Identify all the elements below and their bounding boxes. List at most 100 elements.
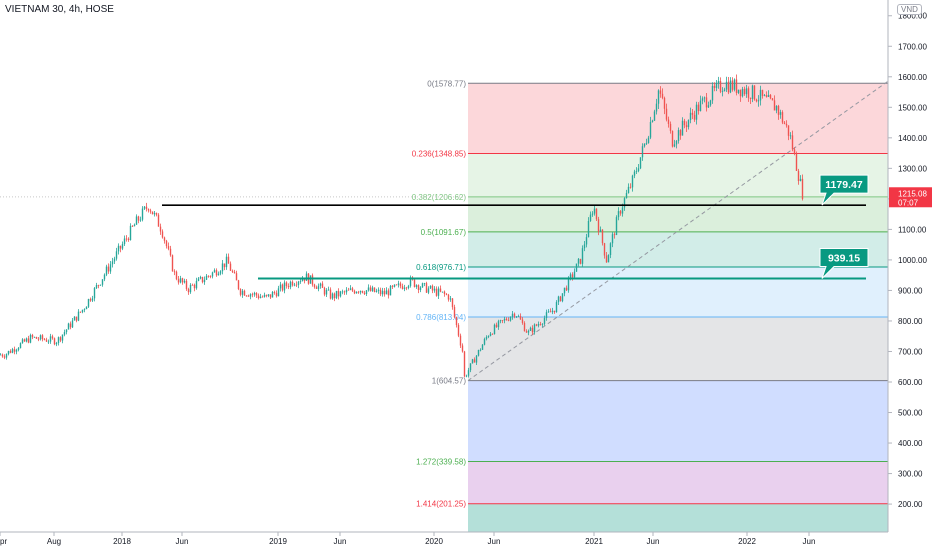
candle-body [499, 320, 502, 322]
candle-body [183, 280, 186, 283]
fib-band [468, 231, 888, 268]
fib-band [468, 380, 888, 462]
candle-body [283, 282, 286, 291]
candle-body [353, 290, 356, 294]
candle-body [289, 281, 292, 288]
price-callout[interactable] [819, 247, 869, 279]
y-tick-label: 1500.00 [898, 103, 927, 112]
candle-body [797, 170, 800, 182]
candle-body [471, 359, 474, 364]
candle-body [721, 91, 724, 92]
candle-body [689, 112, 692, 120]
candle-body [367, 287, 370, 291]
candle-body [621, 207, 624, 214]
candle-body [309, 275, 312, 284]
candle-body [179, 278, 182, 283]
candle-body [249, 294, 252, 297]
candle-body [121, 244, 124, 249]
candle-body [147, 209, 150, 211]
x-tick-label: 2022 [738, 537, 756, 546]
candle-body [785, 123, 788, 126]
candle-body [793, 149, 796, 154]
candle-body [671, 130, 674, 147]
y-tick-label: 1100.00 [898, 225, 927, 234]
candle-body [373, 287, 376, 292]
current-price-badge[interactable] [889, 187, 932, 208]
candle-body [611, 234, 614, 244]
candle-body [709, 100, 712, 106]
candle-body [343, 291, 346, 293]
candle-body [15, 349, 18, 352]
candle-body [443, 291, 446, 295]
candle-body [477, 349, 480, 356]
candle-body [177, 279, 180, 283]
candle-body [483, 338, 486, 345]
candle-body [107, 266, 110, 272]
candle-body [77, 311, 80, 321]
candle-body [105, 266, 108, 275]
candle-body [175, 271, 178, 280]
candle-body [323, 287, 326, 295]
candle-body [279, 284, 282, 289]
candle-body [501, 320, 504, 321]
candle-body [127, 238, 130, 241]
candle-body [695, 104, 698, 120]
candle-body [417, 285, 420, 290]
candle-body [585, 237, 588, 245]
candle-body [737, 89, 740, 93]
candle-body [319, 283, 322, 286]
candle-body [559, 296, 562, 302]
price-callout[interactable] [819, 174, 869, 206]
candle-body [629, 186, 632, 188]
candle-body [401, 286, 404, 289]
candle-body [509, 316, 512, 321]
y-tick-label: 1400.00 [898, 134, 927, 143]
candle-body [25, 338, 28, 342]
candle-body [49, 336, 52, 342]
candle-body [167, 246, 170, 249]
candle-body [555, 302, 558, 313]
candle-body [479, 349, 482, 351]
candle-body [331, 293, 334, 299]
candle-body [407, 285, 410, 288]
y-tick-label: 1600.00 [898, 73, 927, 82]
candle-body [507, 320, 510, 321]
candle-body [243, 290, 246, 296]
candle-body [605, 255, 608, 263]
candle-body [261, 296, 264, 298]
candle-body [277, 288, 280, 297]
candle-body [537, 324, 540, 326]
candle-body [445, 294, 448, 295]
fib-level-label: 1(604.57) [432, 377, 467, 386]
candle-body [55, 342, 58, 345]
candle-body [189, 284, 192, 293]
candle-body [511, 313, 514, 317]
candle-body [181, 278, 184, 283]
candle-body [213, 270, 216, 273]
candle-body [237, 280, 240, 290]
candle-body [19, 343, 22, 349]
candle-body [647, 137, 650, 144]
candle-body [733, 79, 736, 90]
candle-body [47, 341, 50, 343]
candle-body [375, 290, 378, 292]
candle-body [363, 292, 366, 294]
candle-body [67, 323, 70, 330]
candle-body [111, 261, 114, 265]
candle-body [255, 292, 258, 296]
candle-body [153, 212, 156, 215]
candle-body [681, 120, 684, 136]
candle-body [9, 350, 12, 353]
candle-body [489, 333, 492, 336]
x-tick-label: 2020 [425, 537, 443, 546]
candle-body [659, 90, 662, 94]
candle-body [313, 284, 316, 288]
candle-body [387, 290, 390, 296]
candle-body [461, 345, 464, 352]
candle-body [379, 289, 382, 295]
currency-badge[interactable]: VND [897, 4, 922, 15]
candle-body [725, 81, 728, 90]
fib-level-label: 1.414(201.25) [416, 500, 466, 509]
candle-body [35, 336, 38, 339]
